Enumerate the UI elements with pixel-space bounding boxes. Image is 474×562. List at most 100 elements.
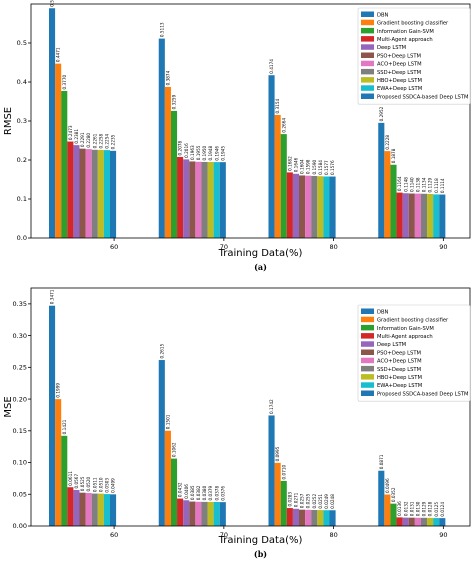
legend-label-0-7: SSD+Deep LSTM	[377, 70, 421, 76]
bar-1-9-1	[213, 502, 220, 526]
data-label-0-5-2: 0.1604	[300, 159, 305, 174]
data-label-0-2-0: 0.3770	[62, 74, 67, 89]
data-label-1-1-3: 0.0496	[385, 478, 390, 493]
data-label-0-5-0: 0.2291	[80, 132, 85, 147]
legend-swatch-1-4	[361, 341, 374, 347]
legend-box-1	[357, 304, 471, 402]
bar-0-0-1	[158, 38, 165, 238]
legend-swatch-1-5	[361, 349, 374, 355]
y-tick-label-1-3: 0.15	[13, 427, 27, 435]
data-label-1-0-0: 0.3471	[50, 289, 55, 304]
bar-1-2-0	[61, 435, 68, 526]
data-label-0-0-3: 0.2952	[379, 106, 384, 121]
data-label-0-4-3: 0.1148	[403, 177, 408, 192]
bar-1-2-2	[280, 480, 287, 526]
bar-0-5-0	[79, 148, 86, 238]
data-label-0-6-2: 0.1598	[306, 159, 311, 174]
bar-1-3-2	[286, 508, 293, 526]
y-tick-label-0-0: 0.0	[17, 234, 27, 242]
bar-1-5-1	[189, 501, 196, 526]
legend-swatch-1-7	[361, 365, 374, 372]
legend-swatch-0-0	[361, 11, 374, 17]
data-label-1-3-1: 0.0432	[178, 482, 183, 497]
x-tick-label-0-3: 90	[439, 243, 447, 251]
data-label-1-1-1: 0.1501	[166, 414, 171, 429]
y-axis-title-1: MSE	[3, 396, 14, 417]
bar-1-1-1	[164, 430, 171, 526]
data-label-1-7-0: 0.0511	[92, 477, 97, 492]
legend-swatch-1-2	[361, 324, 374, 331]
bar-0-0-2	[268, 75, 275, 239]
bar-0-7-1	[201, 161, 208, 238]
bar-1-8-1	[207, 501, 214, 526]
data-label-1-4-2: 0.0271	[294, 492, 299, 507]
bar-1-6-3	[414, 517, 421, 526]
panel-label-1: (b)	[254, 549, 267, 559]
bar-1-8-2	[317, 510, 324, 526]
bar-0-0-0	[49, 8, 56, 238]
data-label-1-9-2: 0.0249	[324, 494, 329, 509]
legend-swatch-0-9	[361, 85, 374, 91]
y-tick-label-0-2: 0.2	[17, 156, 27, 164]
data-label-1-4-1: 0.0406	[184, 484, 189, 499]
bar-0-2-1	[170, 110, 178, 238]
x-tick-label-0-0: 60	[110, 243, 118, 251]
bar-1-9-3	[433, 518, 440, 526]
x-tick-label-1-1: 70	[220, 531, 228, 539]
data-label-0-5-3: 0.1140	[409, 177, 414, 192]
legend-swatch-0-6	[361, 60, 374, 67]
y-tick-label-1-5: 0.25	[13, 364, 27, 372]
data-label-1-0-1: 0.2615	[159, 344, 164, 359]
bar-0-5-2	[299, 175, 306, 238]
data-label-1-4-3: 0.0132	[403, 501, 408, 516]
bar-0-1-2	[274, 114, 281, 238]
data-label-1-9-0: 0.0503	[105, 478, 110, 493]
data-label-0-6-0: 0.2280	[86, 133, 91, 148]
axes-frame-1	[30, 287, 471, 527]
data-label-0-6-1: 0.1955	[196, 145, 201, 160]
legend-swatch-1-0	[361, 308, 374, 314]
data-label-1-7-1: 0.0380	[202, 485, 207, 500]
data-label-1-4-0: 0.0567	[74, 474, 79, 489]
data-label-1-10-1: 0.0376	[220, 486, 225, 501]
data-label-1-2-0: 0.1421	[62, 419, 67, 434]
bar-1-0-0	[49, 305, 56, 526]
data-label-0-0-2: 0.4174	[269, 59, 274, 74]
bar-1-1-2	[274, 462, 281, 526]
bar-1-4-1	[183, 500, 190, 526]
y-tick-label-1-7: 0.35	[13, 300, 27, 308]
legend-swatch-0-4	[361, 44, 374, 50]
bar-0-8-1	[207, 162, 214, 238]
data-label-0-3-3: 0.1164	[397, 176, 402, 191]
data-label-0-7-3: 0.1134	[422, 177, 427, 192]
bar-1-4-0	[73, 490, 80, 526]
legend-label-1-2: Information Gain-SVM	[377, 326, 434, 332]
bar-0-5-1	[189, 161, 196, 238]
data-label-1-2-1: 0.1062	[172, 442, 177, 457]
data-label-1-6-2: 0.0255	[306, 493, 311, 508]
bar-0-6-0	[85, 149, 92, 238]
data-label-1-10-3: 0.0124	[440, 502, 445, 517]
legend-label-0-0: DBN	[377, 12, 389, 18]
mse-chart-panel: 0.3471 0.2615 0.1742 0.0871 0.1999 0.1501 0.09…	[3, 287, 471, 559]
data-label-1-2-3: 0.0352	[391, 487, 396, 502]
bar-0-7-2	[311, 175, 318, 238]
bar-1-9-2	[323, 510, 330, 526]
data-label-1-1-0: 0.1999	[56, 383, 61, 398]
data-label-1-5-2: 0.0257	[300, 493, 305, 508]
bar-1-7-0	[91, 493, 98, 526]
legend-label-1-0: DBN	[377, 309, 389, 315]
legend-label-0-9: EWA+Deep LSTM	[377, 86, 422, 92]
legend-label-0-1: Gradient boosting classifier	[377, 21, 449, 27]
legend-swatch-0-2	[361, 27, 374, 34]
bar-0-9-1	[213, 162, 220, 238]
data-label-0-9-3: 0.1118	[434, 178, 439, 193]
bar-0-4-2	[292, 173, 299, 238]
bar-0-9-2	[323, 176, 330, 238]
bar-1-1-3	[384, 494, 391, 526]
legend-label-1-3: Multi-Agent approach	[377, 334, 433, 340]
bar-1-9-0	[103, 494, 110, 526]
data-label-1-0-3: 0.0871	[379, 454, 384, 469]
rmse-chart-panel: 0.5891 0.5113 0.4174 0.2952 0.4471 0.3874 0.31…	[3, 0, 471, 272]
